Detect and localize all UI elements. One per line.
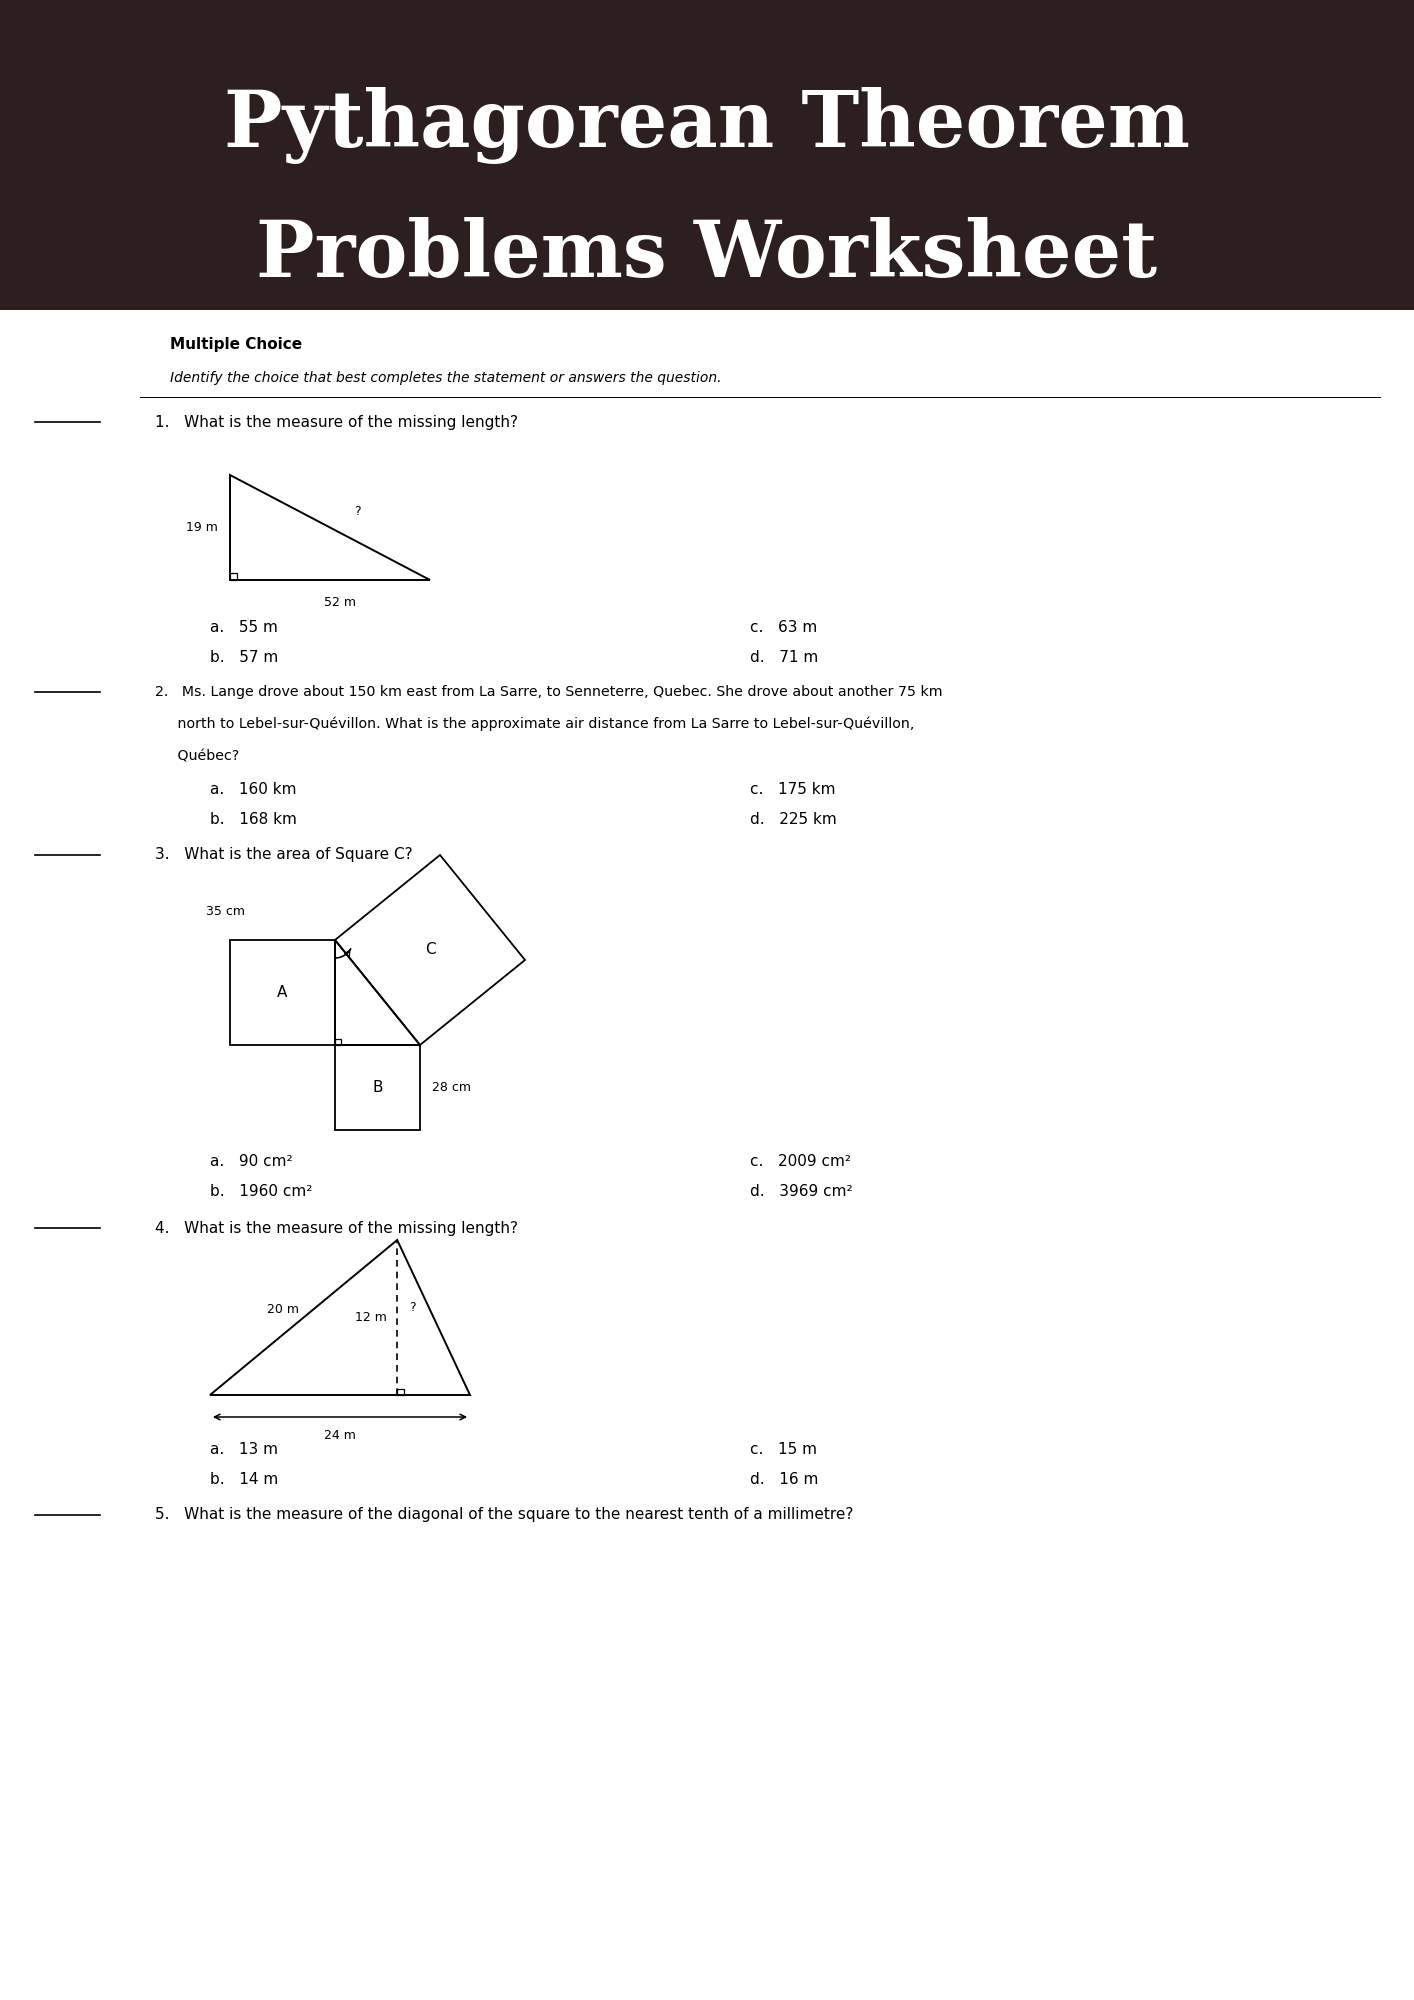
Text: d.   225 km: d. 225 km xyxy=(749,812,837,828)
Text: b.   168 km: b. 168 km xyxy=(211,812,297,828)
Bar xyxy=(397,1388,404,1396)
Bar xyxy=(0,0,1414,310)
Text: b.   57 m: b. 57 m xyxy=(211,650,279,666)
Text: 35 cm: 35 cm xyxy=(205,904,245,918)
Text: d.   71 m: d. 71 m xyxy=(749,650,819,666)
Text: c.   63 m: c. 63 m xyxy=(749,620,817,636)
Text: d.   16 m: d. 16 m xyxy=(749,1472,819,1488)
Text: a.   13 m: a. 13 m xyxy=(211,1442,279,1458)
Bar xyxy=(230,572,238,580)
Text: 3.   What is the area of Square C?: 3. What is the area of Square C? xyxy=(156,848,413,862)
Text: C: C xyxy=(424,942,436,958)
Text: 12 m: 12 m xyxy=(355,1312,387,1324)
Text: a.   90 cm²: a. 90 cm² xyxy=(211,1154,293,1170)
Text: 20 m: 20 m xyxy=(267,1304,298,1316)
Text: c.   2009 cm²: c. 2009 cm² xyxy=(749,1154,851,1170)
Text: b.   1960 cm²: b. 1960 cm² xyxy=(211,1184,312,1200)
Bar xyxy=(335,1038,341,1044)
Text: north to Lebel-sur-Quévillon. What is the approximate air distance from La Sarre: north to Lebel-sur-Quévillon. What is th… xyxy=(156,716,915,732)
Text: 28 cm: 28 cm xyxy=(433,1080,471,1094)
Text: b.   14 m: b. 14 m xyxy=(211,1472,279,1488)
Text: Problems Worksheet: Problems Worksheet xyxy=(256,216,1158,292)
Text: c.   175 km: c. 175 km xyxy=(749,782,836,798)
Text: d.   3969 cm²: d. 3969 cm² xyxy=(749,1184,853,1200)
Text: 24 m: 24 m xyxy=(324,1428,356,1442)
Text: 1.   What is the measure of the missing length?: 1. What is the measure of the missing le… xyxy=(156,414,518,430)
Text: A: A xyxy=(277,984,287,1000)
Text: Multiple Choice: Multiple Choice xyxy=(170,338,303,352)
Text: ?: ? xyxy=(354,506,361,518)
Text: B: B xyxy=(372,1080,383,1096)
Text: 2.   Ms. Lange drove about 150 km east from La Sarre, to Senneterre, Quebec. She: 2. Ms. Lange drove about 150 km east fro… xyxy=(156,684,943,700)
Text: 19 m: 19 m xyxy=(187,520,218,534)
Text: c.   15 m: c. 15 m xyxy=(749,1442,817,1458)
Text: 52 m: 52 m xyxy=(324,596,356,608)
Text: 4.   What is the measure of the missing length?: 4. What is the measure of the missing le… xyxy=(156,1220,518,1236)
Text: ?: ? xyxy=(409,1302,416,1314)
Text: Québec?: Québec? xyxy=(156,748,239,762)
Text: Identify the choice that best completes the statement or answers the question.: Identify the choice that best completes … xyxy=(170,372,721,384)
Text: a.   55 m: a. 55 m xyxy=(211,620,279,636)
Text: 5.   What is the measure of the diagonal of the square to the nearest tenth of a: 5. What is the measure of the diagonal o… xyxy=(156,1508,854,1522)
Text: a.   160 km: a. 160 km xyxy=(211,782,297,798)
Text: Pythagorean Theorem: Pythagorean Theorem xyxy=(223,86,1191,164)
